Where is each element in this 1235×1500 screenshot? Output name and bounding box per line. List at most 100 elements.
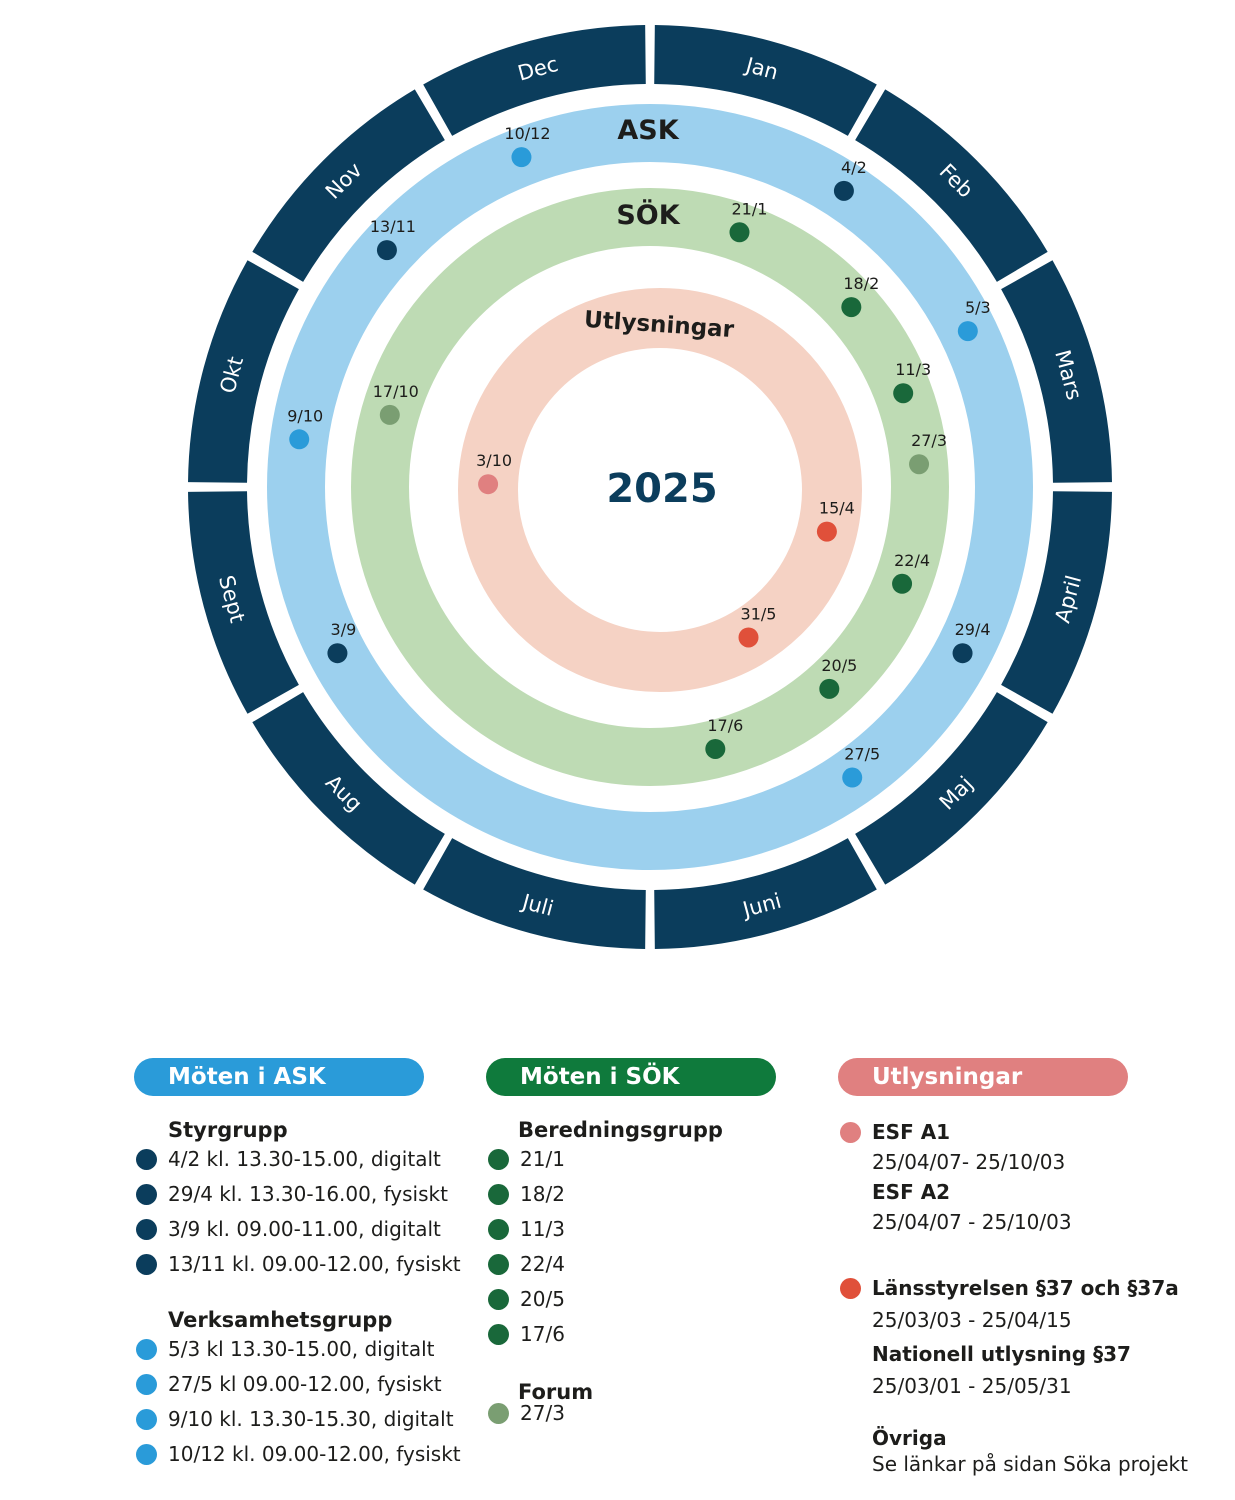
- list-item: 17/6: [486, 1317, 776, 1352]
- date-dot: [816, 521, 837, 542]
- sok-ring: [351, 188, 949, 786]
- list-item-text: 27/3: [520, 1401, 565, 1425]
- dots-layer: 4/2 5/3 29/4 27/5 3/9 9/10 13/11 10/12 21/1 18/2 1…: [287, 124, 991, 788]
- date-dot: [327, 643, 348, 664]
- date-label: 13/11: [370, 217, 416, 236]
- nationell-heading: Nationell utlysning §37: [872, 1342, 1131, 1366]
- month-segment: [188, 260, 299, 483]
- list-item: 18/2: [486, 1177, 776, 1212]
- list-item: 27/3: [486, 1396, 776, 1431]
- date-label: 17/10: [373, 382, 419, 401]
- date-dot: [289, 429, 310, 450]
- date-label: 5/3: [965, 298, 991, 317]
- legend-ask-title: Möten i ASK: [134, 1058, 424, 1096]
- lansstyrelsen-title: Länsstyrelsen §37 och §37a: [872, 1276, 1179, 1300]
- date-dot: [833, 180, 854, 201]
- blue-dot-icon: [136, 1374, 157, 1395]
- list-item: 5/3 kl 13.30-15.00, digitalt: [134, 1332, 434, 1367]
- green-dot-icon: [488, 1289, 509, 1310]
- list-item-text: 5/3 kl 13.30-15.00, digitalt: [168, 1337, 435, 1361]
- esf-a2-dates: 25/04/07 - 25/10/03: [872, 1210, 1072, 1234]
- lansstyrelsen-heading: Länsstyrelsen §37 och §37a: [838, 1276, 1208, 1300]
- legend-utl-title: Utlysningar: [838, 1058, 1128, 1096]
- list-item: 13/11 kl. 09.00-12.00, fysiskt: [134, 1247, 461, 1282]
- date-label: 3/10: [476, 451, 512, 470]
- lansstyrelsen-dates: 25/03/03 - 25/04/15: [872, 1308, 1072, 1332]
- blue-dot-icon: [136, 1339, 157, 1360]
- date-dot: [738, 627, 759, 648]
- date-dot: [909, 454, 930, 475]
- list-item: 27/5 kl 09.00-12.00, fysiskt: [134, 1367, 442, 1402]
- date-label: 31/5: [741, 604, 777, 623]
- list-item: 4/2 kl. 13.30-15.00, digitalt: [134, 1142, 441, 1177]
- date-label: 22/4: [894, 551, 930, 570]
- year-wheel: JanFebMarsAprilMajJuniJuliAugSeptOktNovD…: [188, 25, 1112, 949]
- month-segment: [252, 692, 445, 885]
- beredningsgrupp-list: 21/1 18/2 11/3 22/4 20/5 17/6: [486, 1142, 776, 1352]
- date-dot: [957, 321, 978, 342]
- ask-ring-title: ASK: [617, 115, 679, 146]
- legend-ask: Möten i ASK Styrgrupp 4/2 kl. 13.30-15.0…: [134, 1058, 461, 1472]
- date-label: 9/10: [287, 406, 323, 425]
- green-dot-icon: [488, 1219, 509, 1240]
- date-dot: [511, 147, 532, 168]
- list-item-text: 3/9 kl. 09.00-11.00, digitalt: [168, 1217, 441, 1241]
- month-segment: [654, 838, 877, 949]
- date-label: 17/6: [707, 716, 743, 735]
- nationell-dates: 25/03/01 - 25/05/31: [872, 1374, 1072, 1398]
- date-label: 27/3: [911, 431, 947, 450]
- green-dot-icon: [488, 1254, 509, 1275]
- navy-dot-icon: [136, 1219, 157, 1240]
- date-dot: [376, 240, 397, 261]
- date-dot: [893, 383, 914, 404]
- green-dot-icon: [488, 1149, 509, 1170]
- navy-dot-icon: [136, 1149, 157, 1170]
- blue-dot-icon: [136, 1444, 157, 1465]
- list-item: 20/5: [486, 1282, 776, 1317]
- list-item-text: 11/3: [520, 1217, 565, 1241]
- date-dot: [705, 738, 726, 759]
- ovriga-heading: Övriga: [872, 1426, 947, 1450]
- green-dot-icon: [488, 1184, 509, 1205]
- month-segment: [252, 89, 445, 282]
- date-label: 20/5: [821, 656, 857, 675]
- date-dot: [379, 404, 400, 425]
- list-item-text: 4/2 kl. 13.30-15.00, digitalt: [168, 1147, 441, 1171]
- month-ring: JanFebMarsAprilMajJuniJuliAugSeptOktNovD…: [188, 25, 1112, 949]
- list-item: 29/4 kl. 13.30-16.00, fysiskt: [134, 1177, 448, 1212]
- date-label: 29/4: [955, 620, 991, 639]
- date-label: 11/3: [895, 360, 931, 379]
- date-label: 10/12: [504, 124, 550, 143]
- navy-dot-icon: [136, 1184, 157, 1205]
- blue-dot-icon: [136, 1409, 157, 1430]
- list-item-text: 29/4 kl. 13.30-16.00, fysiskt: [168, 1182, 448, 1206]
- list-item: 9/10 kl. 13.30-15.30, digitalt: [134, 1402, 454, 1437]
- esf-a1-heading: ESF A1: [838, 1120, 1208, 1144]
- list-item-text: 9/10 kl. 13.30-15.30, digitalt: [168, 1407, 454, 1431]
- esf-a1-dates: 25/04/07- 25/10/03: [872, 1150, 1066, 1174]
- month-segment: [1001, 491, 1112, 714]
- date-label: 21/1: [732, 199, 768, 218]
- navy-dot-icon: [136, 1254, 157, 1275]
- forum-heading: Forum: [518, 1380, 594, 1404]
- list-item: 11/3: [486, 1212, 776, 1247]
- green-dot-icon: [488, 1324, 509, 1345]
- month-segment: [188, 491, 299, 714]
- date-dot: [729, 222, 750, 243]
- esf-a1-title: ESF A1: [872, 1120, 951, 1144]
- ovriga-text: Se länkar på sidan Söka projekt: [872, 1452, 1188, 1476]
- list-item: 3/9 kl. 09.00-11.00, digitalt: [134, 1212, 441, 1247]
- date-label: 18/2: [843, 274, 879, 293]
- styrgrupp-heading: Styrgrupp: [168, 1118, 288, 1142]
- date-label: 27/5: [844, 745, 880, 764]
- styrgrupp-list: 4/2 kl. 13.30-15.00, digitalt 29/4 kl. 1…: [134, 1142, 461, 1282]
- red-dot-icon: [840, 1278, 861, 1299]
- list-item-text: 10/12 kl. 09.00-12.00, fysiskt: [168, 1442, 461, 1466]
- month-segment: [423, 25, 646, 136]
- verksamhetsgrupp-list: 5/3 kl 13.30-15.00, digitalt 27/5 kl 09.…: [134, 1332, 461, 1472]
- date-dot: [478, 474, 499, 495]
- list-item: 10/12 kl. 09.00-12.00, fysiskt: [134, 1437, 461, 1472]
- list-item-text: 17/6: [520, 1322, 565, 1346]
- date-label: 15/4: [819, 499, 855, 518]
- legend-sok: Möten i SÖK Beredningsgrupp 21/1 18/2 11…: [486, 1058, 776, 1431]
